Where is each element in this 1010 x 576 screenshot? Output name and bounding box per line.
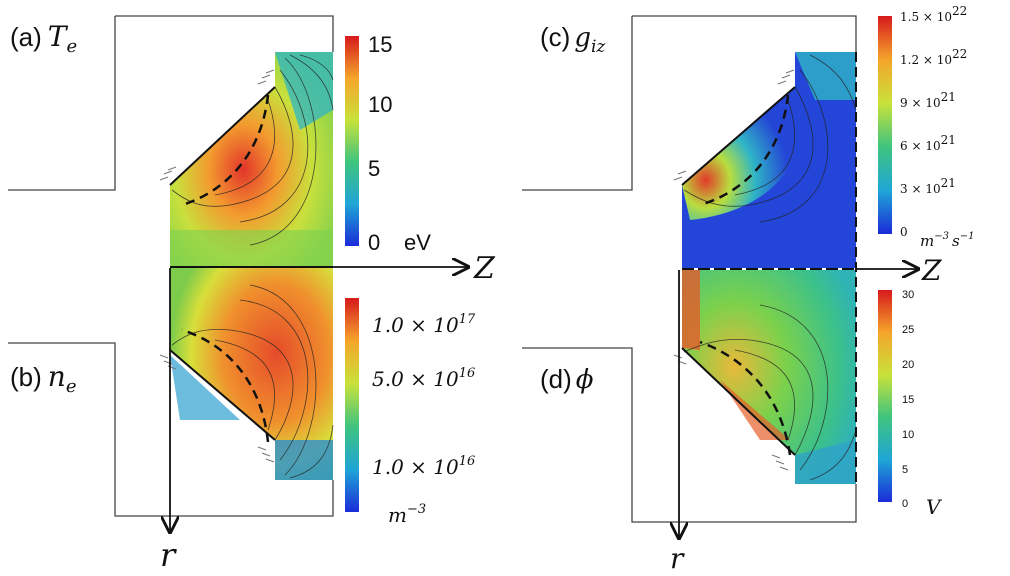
svg-text:3 × 1021: 3 × 1021: [900, 176, 956, 196]
hatched-wall-left: [159, 69, 276, 463]
colorbar-phi-ticks: 30 25 20 15 10 5 0: [902, 289, 914, 510]
panel-c-label: (c) giz: [540, 22, 606, 57]
svg-text:10: 10: [902, 429, 914, 441]
dashed-boundary-c: [699, 94, 790, 207]
colorbar-giz-unit: m−3 s−1: [920, 231, 974, 250]
colorbar-ne-unit: m−3: [388, 502, 426, 527]
panel-d-label: (d) ϕ: [540, 364, 594, 395]
thruster-outline-right: [522, 15, 857, 523]
heatmap-ne: [170, 268, 333, 480]
r-axis-label-right: r: [670, 542, 685, 575]
dashed-boundary-b: [181, 328, 270, 443]
r-axis-label-left: r: [160, 536, 177, 574]
svg-text:25: 25: [902, 324, 914, 336]
colorbar-te-tick: 10: [368, 92, 392, 117]
z-axis-label-left: Z: [473, 251, 496, 286]
dashed-boundary-d: [699, 340, 792, 456]
colorbar-giz-ticks: 1.5 × 1022 1.2 × 1022 9 × 1021 6 × 1021 …: [900, 4, 967, 239]
field-lines-left: [171, 54, 334, 479]
colorbar-phi-unit: V: [926, 495, 943, 519]
right-figure: Z r (c) giz (d) ϕ 1.5 × 1022 1.2 × 1022 9 …: [522, 4, 974, 575]
left-figure: Z r (a) Te (b) ne 15 10 5 0 eV 1.0 × 1017 …: [8, 15, 496, 574]
svg-text:0: 0: [900, 225, 908, 239]
svg-text:20: 20: [902, 359, 914, 371]
svg-text:15: 15: [902, 394, 914, 406]
colorbar-ne: [345, 298, 359, 512]
svg-text:6 × 1021: 6 × 1021: [900, 133, 956, 153]
colorbar-te-tick: 15: [368, 32, 392, 57]
colorbar-te-unit: eV: [404, 230, 431, 255]
dashed-boundary-a: [181, 94, 270, 207]
heatmap-phi: [682, 270, 856, 484]
colorbar-phi: [878, 290, 892, 502]
panel-b-label: (b) ne: [10, 360, 76, 397]
colorbar-giz: [878, 16, 892, 234]
svg-text:30: 30: [902, 289, 914, 301]
svg-text:1.5 × 1022: 1.5 × 1022: [900, 4, 967, 24]
svg-text:1.2 × 1022: 1.2 × 1022: [900, 47, 967, 67]
svg-text:9 × 1021: 9 × 1021: [900, 90, 956, 110]
panel-a-label: (a) Te: [10, 20, 77, 57]
field-lines-right: [683, 54, 857, 481]
z-axis-label-right: Z: [921, 254, 942, 287]
svg-text:0: 0: [902, 498, 908, 510]
colorbar-te: [345, 36, 359, 246]
colorbar-ne-tick: 1.0 × 1017: [372, 312, 476, 337]
colorbar-ne-tick: 5.0 × 1016: [372, 366, 475, 391]
colorbar-te-tick: 5: [368, 156, 380, 181]
colorbar-ne-tick: 1.0 × 1016: [372, 454, 475, 479]
thruster-outline-left: [8, 15, 334, 517]
colorbar-te-tick: 0: [368, 230, 380, 255]
svg-text:5: 5: [902, 464, 908, 476]
hatched-wall-right: [673, 69, 796, 471]
